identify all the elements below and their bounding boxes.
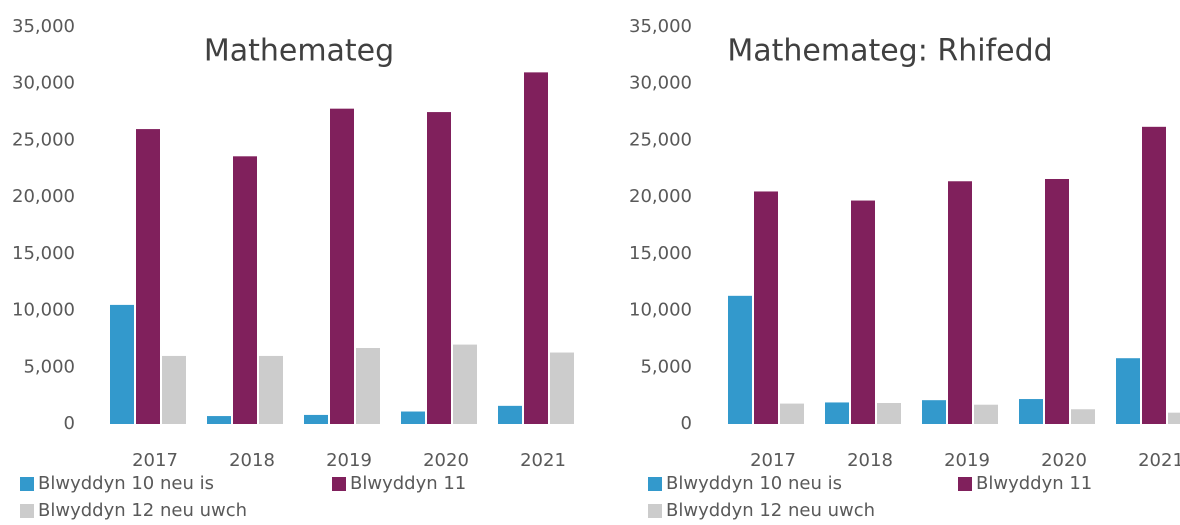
y-tick-label: 5,000	[23, 356, 75, 377]
legend-label: Blwyddyn 12 neu uwch	[38, 500, 247, 521]
bar	[136, 129, 160, 425]
y-tick-label: 10,000	[629, 300, 692, 321]
legend-label: Blwyddyn 11	[350, 473, 466, 494]
bar	[851, 200, 875, 424]
legend-label: Blwyddyn 11	[976, 473, 1092, 494]
x-tick-label: 2021	[1138, 450, 1180, 471]
x-tick-label: 2018	[229, 450, 275, 471]
chart-title: Mathemateg: Rhifedd	[727, 34, 1052, 69]
bar	[825, 402, 849, 424]
bar	[1116, 358, 1140, 424]
bar	[1071, 409, 1095, 424]
bar	[524, 72, 548, 424]
bar	[877, 403, 901, 424]
x-tick-label: 2017	[132, 450, 178, 471]
legend-label: Blwyddyn 12 neu uwch	[666, 500, 875, 521]
x-tick-label: 2017	[750, 450, 796, 471]
bar	[948, 181, 972, 424]
y-tick-label: 30,000	[12, 73, 75, 94]
bar	[453, 344, 477, 424]
bar	[498, 405, 522, 424]
y-tick-label: 15,000	[629, 243, 692, 264]
y-tick-label: 0	[64, 413, 75, 434]
x-tick-label: 2021	[520, 450, 566, 471]
legend-swatch	[332, 477, 346, 491]
bar	[974, 404, 998, 424]
y-tick-label: 15,000	[12, 243, 75, 264]
bar	[1019, 399, 1043, 424]
x-tick-label: 2018	[847, 450, 893, 471]
chart-title: Mathemateg	[204, 34, 394, 69]
legend-swatch	[648, 504, 662, 518]
bar	[401, 411, 425, 424]
x-tick-label: 2020	[1041, 450, 1087, 471]
bar	[550, 352, 574, 424]
legend-swatch	[20, 477, 34, 491]
bar	[427, 112, 451, 425]
bar	[1168, 412, 1180, 424]
bar	[754, 191, 778, 424]
bar	[922, 400, 946, 424]
bar	[356, 348, 380, 424]
bar	[110, 304, 134, 424]
y-tick-label: 35,000	[12, 16, 75, 37]
bar	[162, 355, 186, 424]
y-tick-label: 25,000	[629, 129, 692, 150]
bar	[1045, 178, 1069, 424]
bar	[207, 416, 231, 424]
bar	[1142, 126, 1166, 425]
y-tick-label: 30,000	[629, 73, 692, 94]
bar	[728, 295, 752, 424]
x-tick-label: 2019	[326, 450, 372, 471]
legend-label: Blwyddyn 10 neu is	[666, 473, 842, 494]
bar	[233, 156, 257, 424]
legend-swatch	[20, 504, 34, 518]
legend-swatch	[648, 477, 662, 491]
legend-label: Blwyddyn 10 neu is	[38, 473, 214, 494]
y-tick-label: 25,000	[12, 129, 75, 150]
y-tick-label: 35,000	[629, 16, 692, 37]
legend-swatch	[958, 477, 972, 491]
bar	[259, 355, 283, 424]
y-tick-label: 20,000	[629, 186, 692, 207]
x-tick-label: 2020	[423, 450, 469, 471]
bar	[330, 108, 354, 424]
y-tick-label: 5,000	[640, 356, 692, 377]
bar	[780, 403, 804, 424]
y-tick-label: 20,000	[12, 186, 75, 207]
x-tick-label: 2019	[944, 450, 990, 471]
y-tick-label: 0	[681, 413, 692, 434]
y-tick-label: 10,000	[12, 300, 75, 321]
bar	[304, 414, 328, 424]
